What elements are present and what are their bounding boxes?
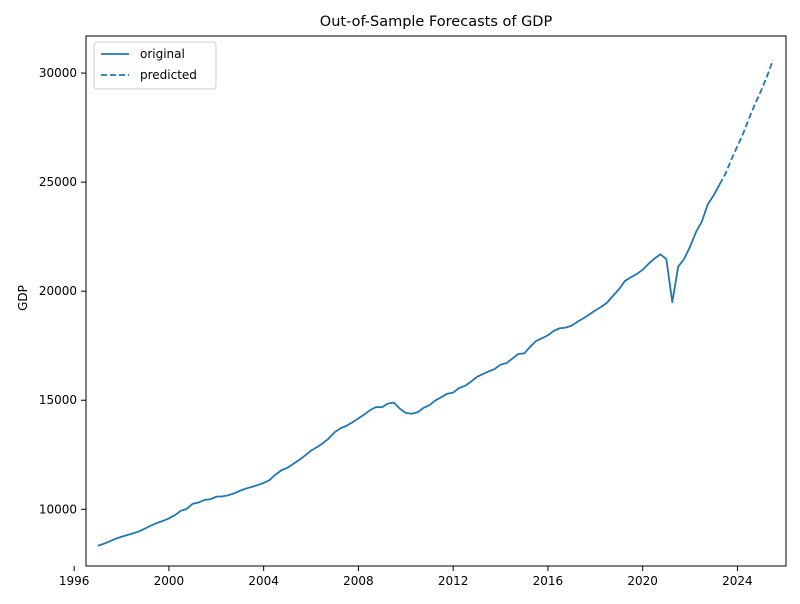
series-layer <box>97 59 774 547</box>
x-tick-label: 1996 <box>59 574 90 588</box>
y-tick-label: 30000 <box>39 66 77 80</box>
y-tick-label: 15000 <box>39 393 77 407</box>
series-line-original <box>97 183 721 547</box>
y-tick-label: 10000 <box>39 502 77 516</box>
y-tick-label: 20000 <box>39 284 77 298</box>
x-tick-label: 2016 <box>533 574 564 588</box>
x-tick-label: 2024 <box>722 574 753 588</box>
y-axis-label: GDP <box>16 285 30 311</box>
chart-title: Out-of-Sample Forecasts of GDP <box>320 14 553 30</box>
x-tick-label: 2012 <box>438 574 469 588</box>
x-tick-label: 2008 <box>343 574 374 588</box>
x-tick-label: 2000 <box>154 574 185 588</box>
legend-label-original: original <box>140 47 185 61</box>
y-tick-label: 25000 <box>39 175 77 189</box>
series-line-predicted <box>718 59 774 185</box>
y-axis-ticks: 10000 15000 20000 25000 30000 <box>39 66 86 516</box>
x-tick-label: 2004 <box>248 574 279 588</box>
legend: original predicted <box>93 41 217 90</box>
legend-label-predicted: predicted <box>140 68 197 82</box>
x-tick-label: 2020 <box>627 574 658 588</box>
x-axis-ticks: 1996 2000 2004 2008 2012 2016 2020 2024 <box>59 566 753 588</box>
plot-area-frame <box>85 35 787 567</box>
